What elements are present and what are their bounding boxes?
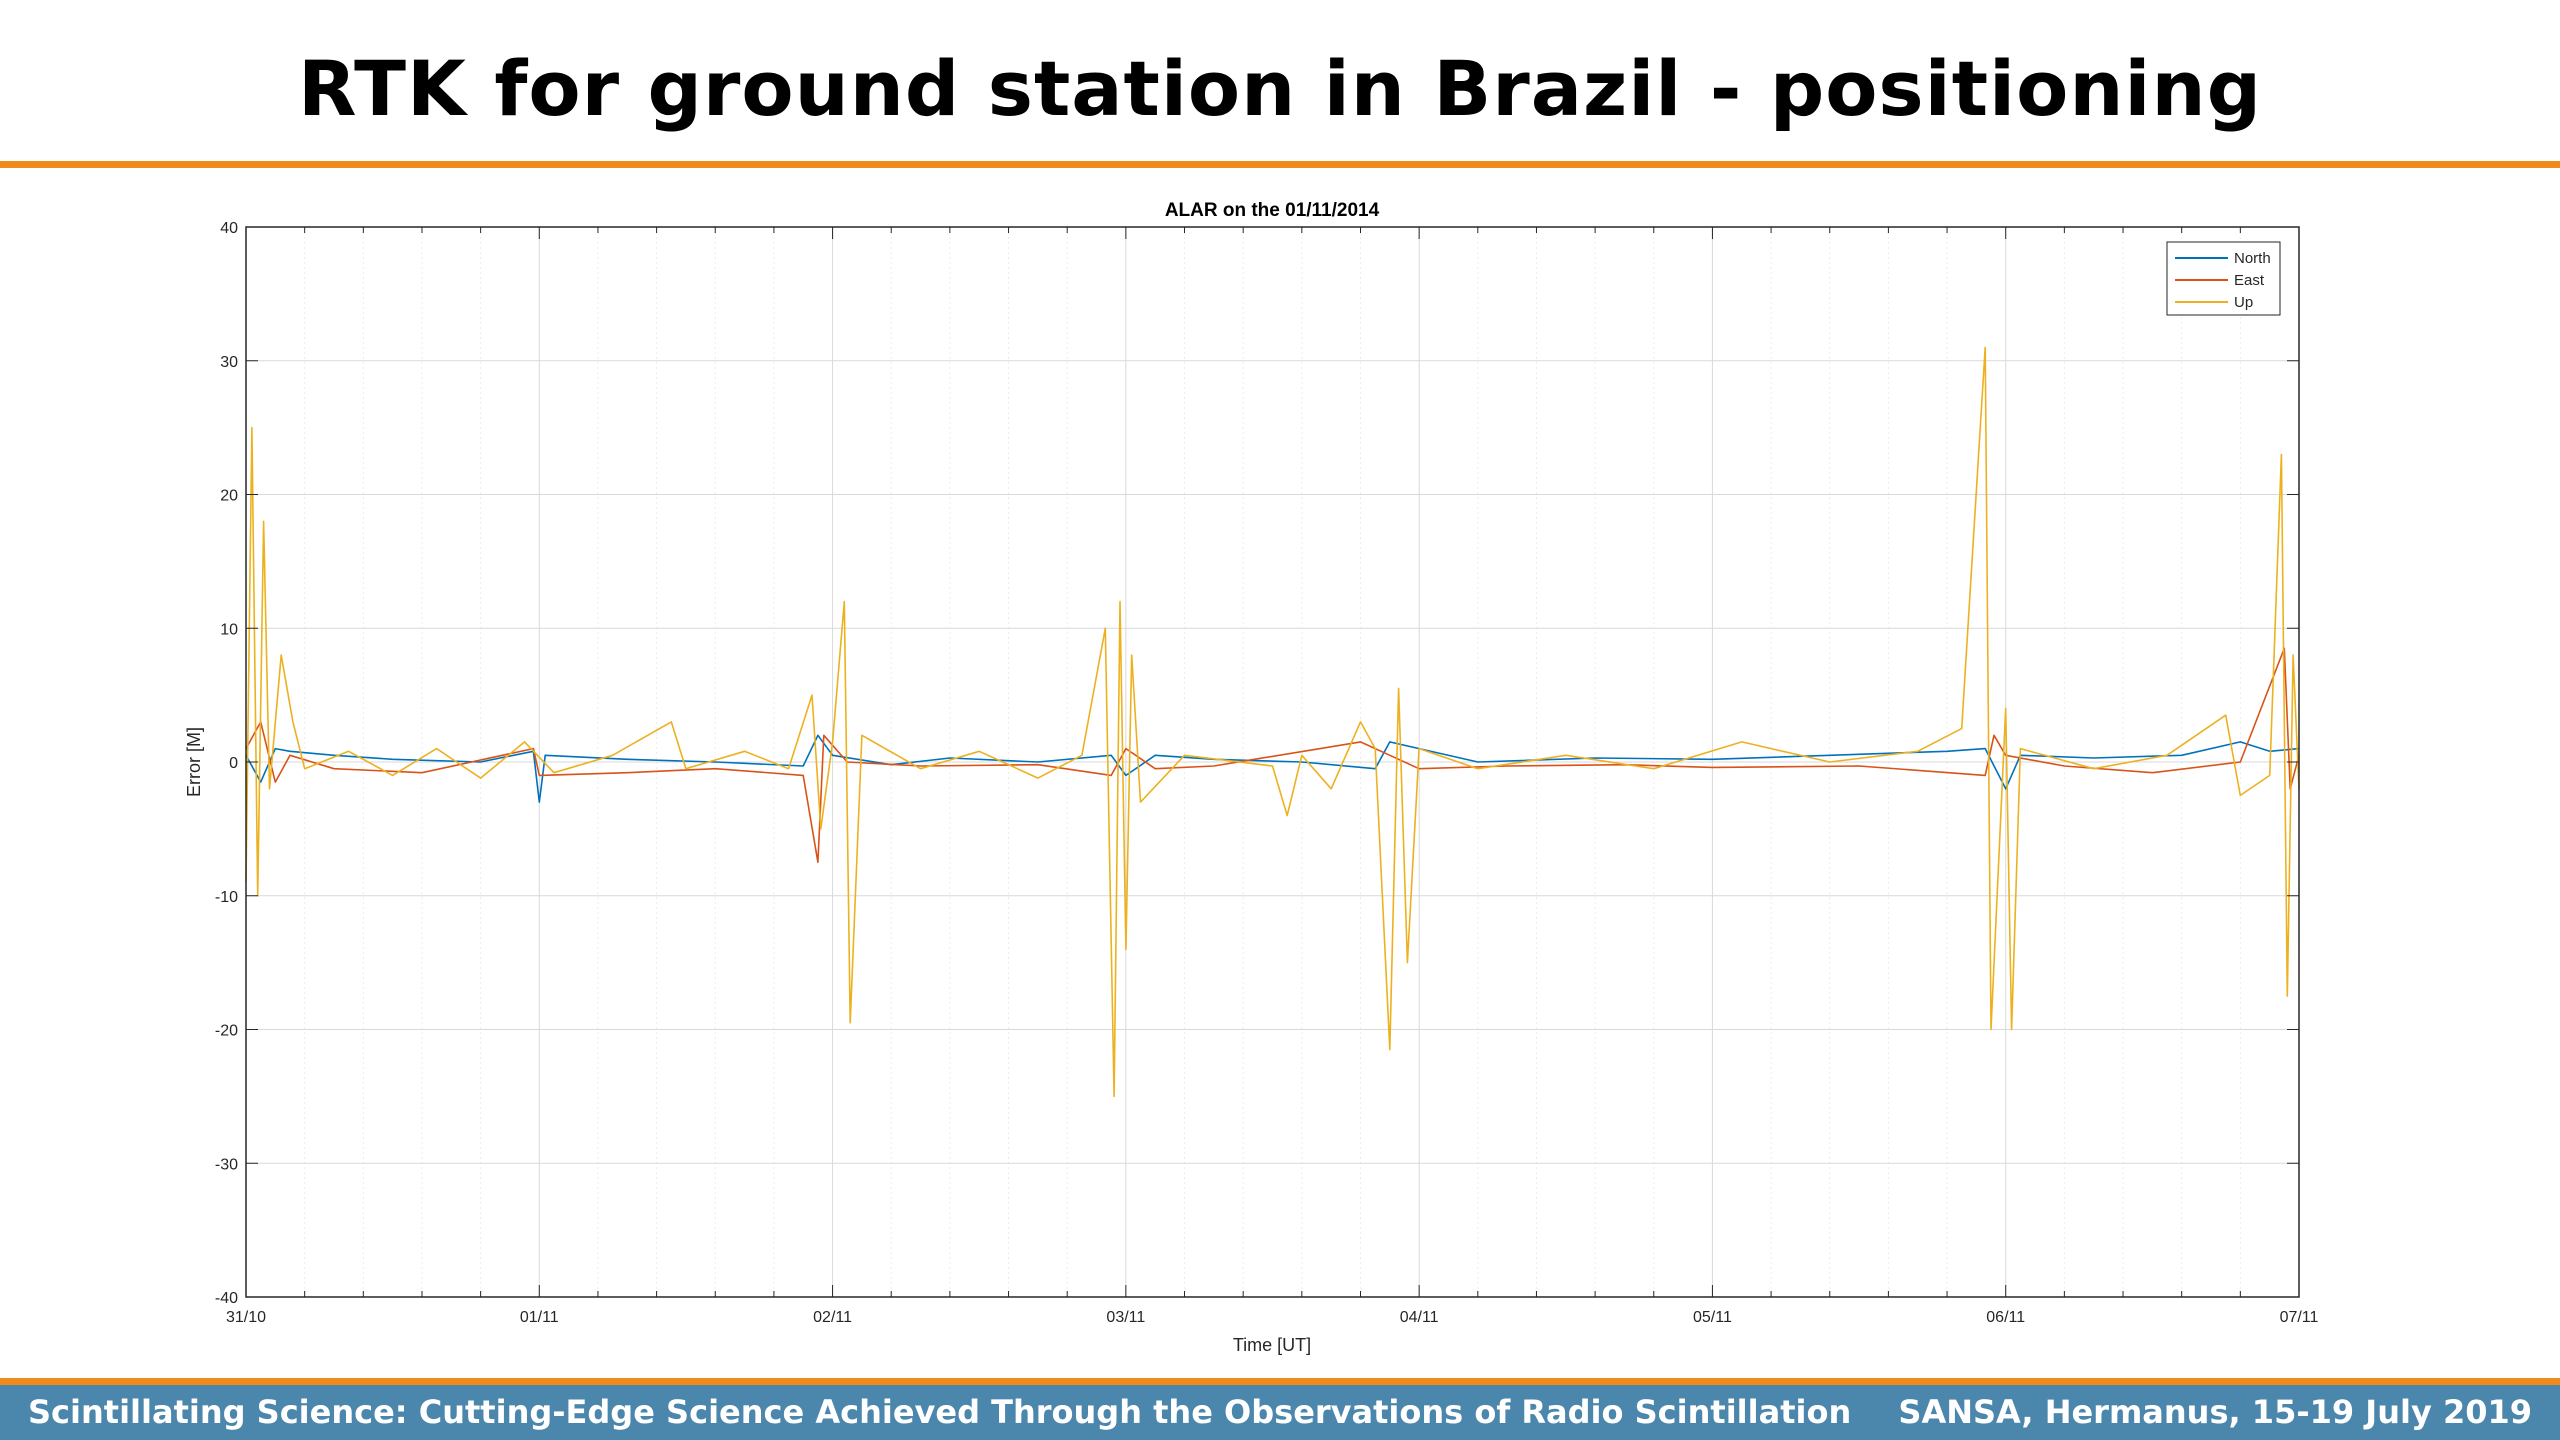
series-line-up [245, 346, 2300, 1098]
y-tick-label: 40 [220, 220, 238, 237]
chart-series-layer [245, 346, 2300, 1098]
legend-label-up: Up [2234, 294, 2253, 311]
title-divider [0, 161, 2560, 168]
footer-venue-date: SANSA, Hermanus, 15-19 July 2019 [1898, 1393, 2532, 1431]
y-tick-label: -10 [215, 889, 238, 906]
slide-footer: Scintillating Science: Cutting-Edge Scie… [0, 1385, 2560, 1440]
y-axis-title: Error [M] [184, 727, 204, 797]
x-tick-label: 01/11 [520, 1309, 559, 1326]
x-tick-label: 06/11 [1986, 1309, 2025, 1326]
y-tick-label: 20 [220, 488, 238, 505]
x-tick-label: 31/10 [226, 1309, 266, 1326]
x-axis-title: Time [UT] [1233, 1335, 1311, 1355]
x-tick-label: 05/11 [1693, 1309, 1732, 1326]
error-time-series-chart: 31/10 01/11 02/11 03/11 04/11 05/11 06/11 07/11… [184, 200, 2319, 1355]
chart-legend: North East Up [2166, 241, 2281, 316]
chart-grid [245, 226, 2300, 1298]
y-tick-label: -30 [215, 1156, 238, 1173]
slide-title: RTK for ground station in Brazil - posit… [298, 44, 2262, 133]
footer-divider [0, 1378, 2560, 1385]
x-tick-label: 02/11 [813, 1309, 852, 1326]
series-line-north [245, 734, 2300, 803]
y-tick-label: 0 [229, 755, 238, 772]
legend-label-east: East [2234, 272, 2265, 289]
series-line-east [245, 647, 2300, 864]
y-tick-label: -40 [215, 1290, 238, 1307]
y-tick-label: -20 [215, 1023, 238, 1040]
x-tick-label: 07/11 [2280, 1309, 2319, 1326]
x-tick-label: 04/11 [1400, 1309, 1439, 1326]
footer-conference-name: Scintillating Science: Cutting-Edge Scie… [28, 1393, 1852, 1431]
chart-ticks: 31/10 01/11 02/11 03/11 04/11 05/11 06/11 07/11… [215, 220, 2319, 1326]
legend-label-north: North [2234, 250, 2271, 267]
x-tick-label: 03/11 [1106, 1309, 1145, 1326]
y-tick-label: 30 [220, 354, 238, 371]
y-tick-label: 10 [220, 621, 238, 638]
chart-title: ALAR on the 01/11/2014 [1165, 200, 1380, 221]
